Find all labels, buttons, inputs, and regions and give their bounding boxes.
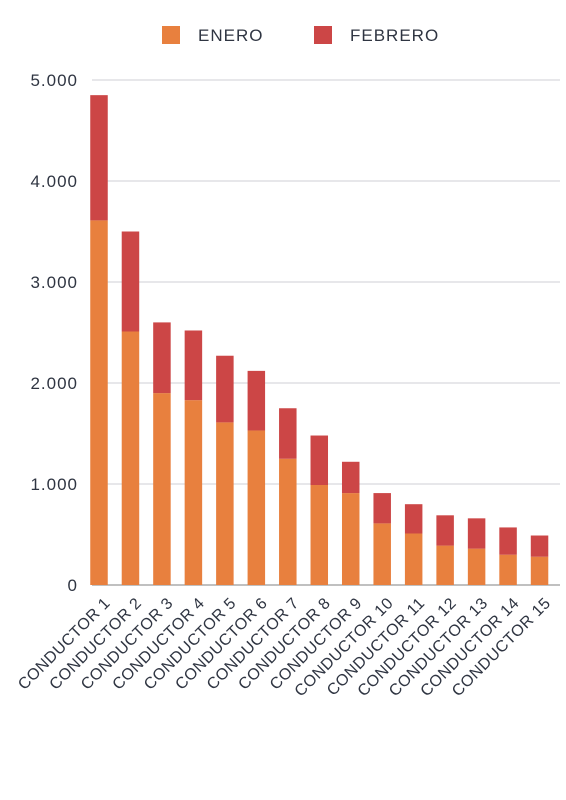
legend-label-2: FEBRERO bbox=[350, 26, 439, 45]
bar-enero-14 bbox=[499, 554, 517, 585]
y-tick-label-4: 4.000 bbox=[30, 172, 78, 191]
bar-febrero-9 bbox=[341, 461, 360, 494]
y-tick-label-1: 1.000 bbox=[30, 475, 78, 494]
bar-febrero-1 bbox=[90, 95, 108, 221]
y-axis: 0 1.000 2.000 3.000 4.000 5.000 bbox=[30, 71, 78, 595]
y-tick-label-2: 2.000 bbox=[30, 374, 78, 393]
bar-enero-8 bbox=[310, 485, 329, 585]
bar-enero-15 bbox=[530, 556, 549, 585]
bar-enero-6 bbox=[247, 430, 266, 585]
bar-febrero-6 bbox=[247, 370, 266, 431]
bar-enero-5 bbox=[216, 422, 234, 585]
bar-enero-10 bbox=[373, 523, 391, 585]
bar-enero-12 bbox=[436, 545, 454, 585]
bar-febrero-14 bbox=[499, 527, 517, 555]
legend: ENERO FEBRERO bbox=[162, 26, 439, 45]
y-tick-label-5: 5.000 bbox=[30, 71, 78, 90]
bar-febrero-4 bbox=[184, 330, 203, 401]
bar-enero-13 bbox=[467, 548, 486, 585]
bar-enero-3 bbox=[153, 393, 171, 585]
bar-febrero-11 bbox=[404, 504, 423, 534]
bars bbox=[90, 95, 549, 585]
bar-febrero-3 bbox=[153, 322, 171, 394]
bar-febrero-15 bbox=[530, 535, 549, 557]
y-tick-label-0: 0 bbox=[68, 576, 78, 595]
bar-enero-2 bbox=[121, 331, 140, 585]
legend-swatch-2 bbox=[314, 26, 332, 44]
legend-swatch-1 bbox=[162, 26, 180, 44]
bar-febrero-8 bbox=[310, 435, 329, 486]
bar-febrero-7 bbox=[279, 408, 297, 459]
bar-febrero-5 bbox=[216, 355, 234, 423]
bar-febrero-12 bbox=[436, 515, 454, 546]
y-tick-label-3: 3.000 bbox=[30, 273, 78, 292]
bar-enero-7 bbox=[279, 458, 297, 585]
bar-febrero-10 bbox=[373, 493, 391, 524]
bar-febrero-2 bbox=[121, 231, 140, 332]
bar-enero-4 bbox=[184, 400, 203, 585]
bar-enero-11 bbox=[404, 533, 423, 585]
bar-enero-9 bbox=[341, 493, 360, 585]
legend-label-1: ENERO bbox=[198, 26, 263, 45]
bar-enero-1 bbox=[90, 220, 108, 585]
bar-febrero-13 bbox=[467, 518, 486, 549]
